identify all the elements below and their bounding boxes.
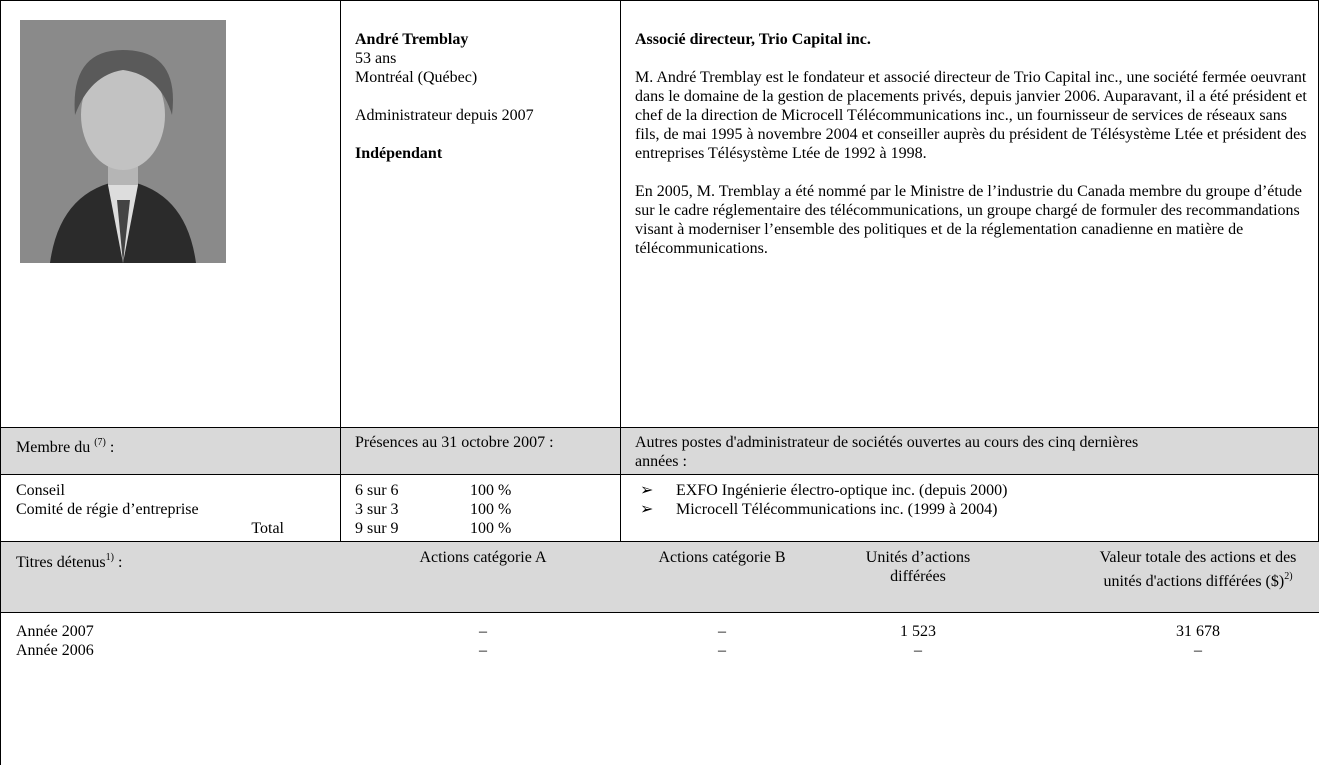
- text: Année 2006: [16, 641, 383, 660]
- text: Membre du: [16, 439, 90, 456]
- rule: [0, 541, 1319, 542]
- membre-header: Membre du (7) :: [16, 433, 114, 457]
- text: ($): [1266, 573, 1285, 590]
- text: Année 2007: [16, 622, 383, 641]
- text: (7): [94, 437, 106, 448]
- portrait: [20, 20, 226, 263]
- text: 1 523: [853, 622, 983, 641]
- age: 53 ans: [355, 49, 534, 68]
- rule: [340, 0, 341, 541]
- status: Indépendant: [355, 144, 534, 163]
- committee: Comité de régie d’entreprise: [16, 500, 284, 519]
- text: 1): [106, 552, 114, 563]
- text: 31 678: [1080, 622, 1316, 641]
- col-header: Actions catégorie B: [622, 548, 822, 567]
- other-board: Microcell Télécommunications inc. (1999 …: [640, 500, 1007, 519]
- text: 2): [1284, 571, 1292, 582]
- pct: 100 %: [470, 500, 511, 519]
- pct: 100 %: [470, 519, 511, 538]
- text: :: [114, 554, 122, 571]
- city: Montréal (Québec): [355, 68, 534, 87]
- rule: [0, 0, 1319, 1]
- name: André Tremblay: [355, 30, 534, 49]
- text: :: [106, 439, 114, 456]
- col-header: Unités d’actions différées: [853, 548, 983, 586]
- committee: Total: [16, 519, 284, 538]
- bio: M. André Tremblay est le fondateur et as…: [635, 68, 1313, 163]
- role-title: Associé directeur, Trio Capital inc.: [635, 30, 1313, 49]
- attendance: 6 sur 6: [355, 481, 470, 500]
- text: –: [622, 622, 822, 641]
- holdings-header: Titres détenus1) :: [16, 548, 122, 572]
- pct: 100 %: [470, 481, 511, 500]
- text: –: [1080, 641, 1316, 660]
- bio: En 2005, M. Tremblay a été nommé par le …: [635, 182, 1313, 258]
- text: –: [383, 622, 583, 641]
- col-header: Valeur totale des actions et des unités …: [1080, 548, 1316, 591]
- attendance: 9 sur 9: [355, 519, 470, 538]
- col-header: Actions catégorie A: [383, 548, 583, 567]
- text: Titres détenus: [16, 554, 106, 571]
- text: –: [853, 641, 983, 660]
- holding-row: Année 2006––––: [16, 641, 1316, 660]
- other-header: Autres postes d'administrateur de sociét…: [635, 433, 1155, 471]
- other-board: EXFO Ingénierie électro-optique inc. (de…: [640, 481, 1007, 500]
- attendance-header: Présences au 31 octobre 2007 :: [355, 433, 575, 452]
- rule: [0, 474, 1319, 475]
- rule: [0, 0, 1, 765]
- page: André Tremblay 53 ans Montréal (Québec) …: [0, 0, 1319, 765]
- attendance: 3 sur 3: [355, 500, 470, 519]
- committee: Conseil: [16, 481, 284, 500]
- text: –: [383, 641, 583, 660]
- text: –: [622, 641, 822, 660]
- since: Administrateur depuis 2007: [355, 106, 534, 125]
- rule: [620, 0, 621, 541]
- rule: [0, 612, 1319, 613]
- rule: [0, 427, 1319, 428]
